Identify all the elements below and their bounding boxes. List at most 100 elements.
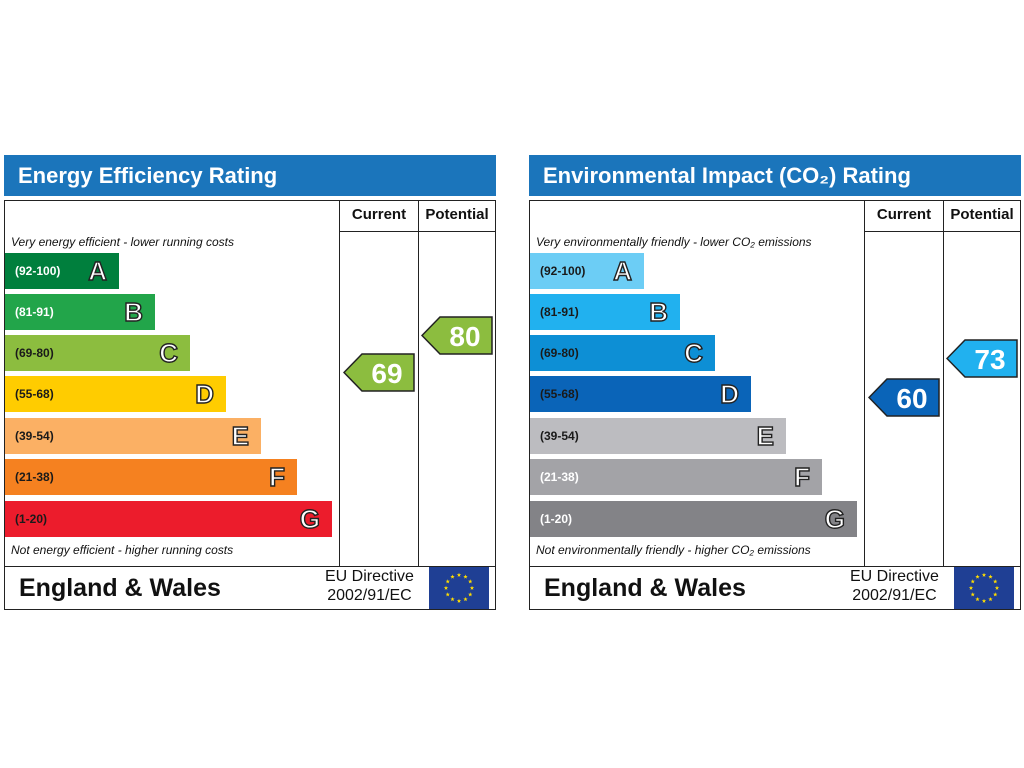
flag-star bbox=[981, 572, 987, 577]
flag-star bbox=[970, 579, 975, 584]
band-letter: F bbox=[793, 461, 810, 492]
band-letter: C bbox=[159, 337, 179, 368]
divider bbox=[339, 201, 340, 566]
flag-star bbox=[450, 574, 455, 579]
band-c: (69-80) C bbox=[5, 335, 190, 371]
directive-line: EU Directive bbox=[325, 568, 414, 585]
eu-flag-icon bbox=[954, 567, 1014, 609]
band-letter: D bbox=[195, 378, 215, 409]
flag-star bbox=[468, 592, 473, 597]
flag-star bbox=[993, 592, 998, 597]
header-potential: Potential bbox=[425, 206, 489, 223]
region-label: England & Wales bbox=[19, 574, 221, 602]
divider bbox=[418, 201, 419, 566]
flag-star bbox=[988, 596, 993, 602]
potential-rating-value: 73 bbox=[974, 344, 1005, 375]
band-range: (39-54) bbox=[540, 429, 579, 443]
band-e: (39-54) E bbox=[530, 418, 786, 454]
band-g: (1-20) G bbox=[530, 501, 857, 537]
directive-number: 2002/91/EC bbox=[327, 587, 412, 604]
title-bar: Environmental Impact (CO₂) Rating bbox=[529, 155, 1021, 196]
eu-directive: EU Directive 2002/91/EC bbox=[325, 567, 414, 605]
band-letter: G bbox=[299, 503, 321, 534]
divider bbox=[943, 201, 944, 566]
current-rating-arrow: 69 bbox=[343, 353, 415, 392]
band-c: (69-80) C bbox=[530, 335, 715, 371]
arrow-shape bbox=[868, 378, 940, 417]
divider bbox=[339, 231, 495, 232]
band-d: (55-68) D bbox=[530, 376, 751, 412]
flag-star bbox=[968, 585, 974, 590]
potential-rating-arrow: 80 bbox=[421, 316, 493, 355]
directive-line: EU Directive bbox=[850, 568, 939, 585]
header-current: Current bbox=[351, 206, 407, 223]
directive-number: 2002/91/EC bbox=[852, 587, 937, 604]
eu-directive: EU Directive 2002/91/EC bbox=[850, 567, 939, 605]
flag-star bbox=[970, 592, 975, 597]
band-letter: D bbox=[720, 378, 740, 409]
flag-star bbox=[443, 585, 449, 590]
environmental-impact-panel: Environmental Impact (CO₂) Rating Curren… bbox=[529, 155, 1021, 611]
flag-star bbox=[450, 596, 455, 602]
band-letter: E bbox=[231, 420, 250, 451]
flag-star bbox=[463, 574, 468, 579]
band-f: (21-38) F bbox=[5, 459, 297, 495]
eu-flag-icon bbox=[429, 567, 489, 609]
potential-rating-arrow: 73 bbox=[946, 339, 1018, 378]
band-range: (55-68) bbox=[540, 387, 579, 401]
band-d: (55-68) D bbox=[5, 376, 226, 412]
current-rating-value: 69 bbox=[371, 358, 402, 389]
flag-stars bbox=[443, 572, 475, 603]
flag-star bbox=[456, 572, 462, 577]
panel-title: Energy Efficiency Rating bbox=[18, 163, 278, 188]
flag-star bbox=[975, 596, 980, 602]
energy-efficiency-panel: Energy Efficiency Rating Current Potenti… bbox=[4, 155, 496, 611]
rating-frame: Current Potential Very energy efficient … bbox=[4, 200, 496, 567]
band-range: (92-100) bbox=[540, 264, 586, 278]
flag-star bbox=[445, 592, 450, 597]
band-range: (69-80) bbox=[15, 346, 54, 360]
band-range: (21-38) bbox=[15, 470, 54, 484]
title-bar: Energy Efficiency Rating bbox=[4, 155, 496, 196]
flag-star bbox=[469, 585, 475, 590]
flag-star bbox=[975, 574, 980, 579]
band-range: (1-20) bbox=[540, 512, 573, 526]
flag-star bbox=[993, 579, 998, 584]
panel-title: Environmental Impact (CO₂) Rating bbox=[543, 163, 911, 188]
divider bbox=[864, 201, 865, 566]
flag-star bbox=[994, 585, 1000, 590]
region-label: England & Wales bbox=[544, 574, 746, 602]
band-letter: F bbox=[268, 461, 285, 492]
band-range: (55-68) bbox=[15, 387, 54, 401]
flag-star bbox=[463, 596, 468, 602]
rating-frame: Current Potential Very environmentally f… bbox=[529, 200, 1021, 567]
band-f: (21-38) F bbox=[530, 459, 822, 495]
arrow-shape bbox=[421, 316, 493, 355]
band-letter: A bbox=[613, 255, 633, 286]
band-b: (81-91) B bbox=[5, 294, 155, 330]
bottom-note: Not energy efficient - higher running co… bbox=[11, 543, 234, 557]
potential-rating-value: 80 bbox=[449, 321, 480, 352]
flag-star bbox=[468, 579, 473, 584]
bottom-note: Not environmentally friendly - higher CO… bbox=[536, 543, 811, 557]
band-range: (69-80) bbox=[540, 346, 579, 360]
band-b: (81-91) B bbox=[530, 294, 680, 330]
flag-star bbox=[988, 574, 993, 579]
band-range: (39-54) bbox=[15, 429, 54, 443]
arrow-shape bbox=[343, 353, 415, 392]
band-range: (81-91) bbox=[15, 305, 54, 319]
band-letter: G bbox=[824, 503, 846, 534]
band-letter: C bbox=[684, 337, 704, 368]
band-a: (92-100) A bbox=[5, 253, 119, 289]
band-range: (21-38) bbox=[540, 470, 579, 484]
band-g: (1-20) G bbox=[5, 501, 332, 537]
flag-stars bbox=[968, 572, 1000, 603]
flag-star bbox=[981, 598, 987, 603]
top-note: Very energy efficient - lower running co… bbox=[11, 235, 234, 249]
divider bbox=[864, 231, 1020, 232]
flag-star bbox=[445, 579, 450, 584]
current-rating-value: 60 bbox=[896, 383, 927, 414]
current-rating-arrow: 60 bbox=[868, 378, 940, 417]
band-range: (92-100) bbox=[15, 264, 61, 278]
band-e: (39-54) E bbox=[5, 418, 261, 454]
